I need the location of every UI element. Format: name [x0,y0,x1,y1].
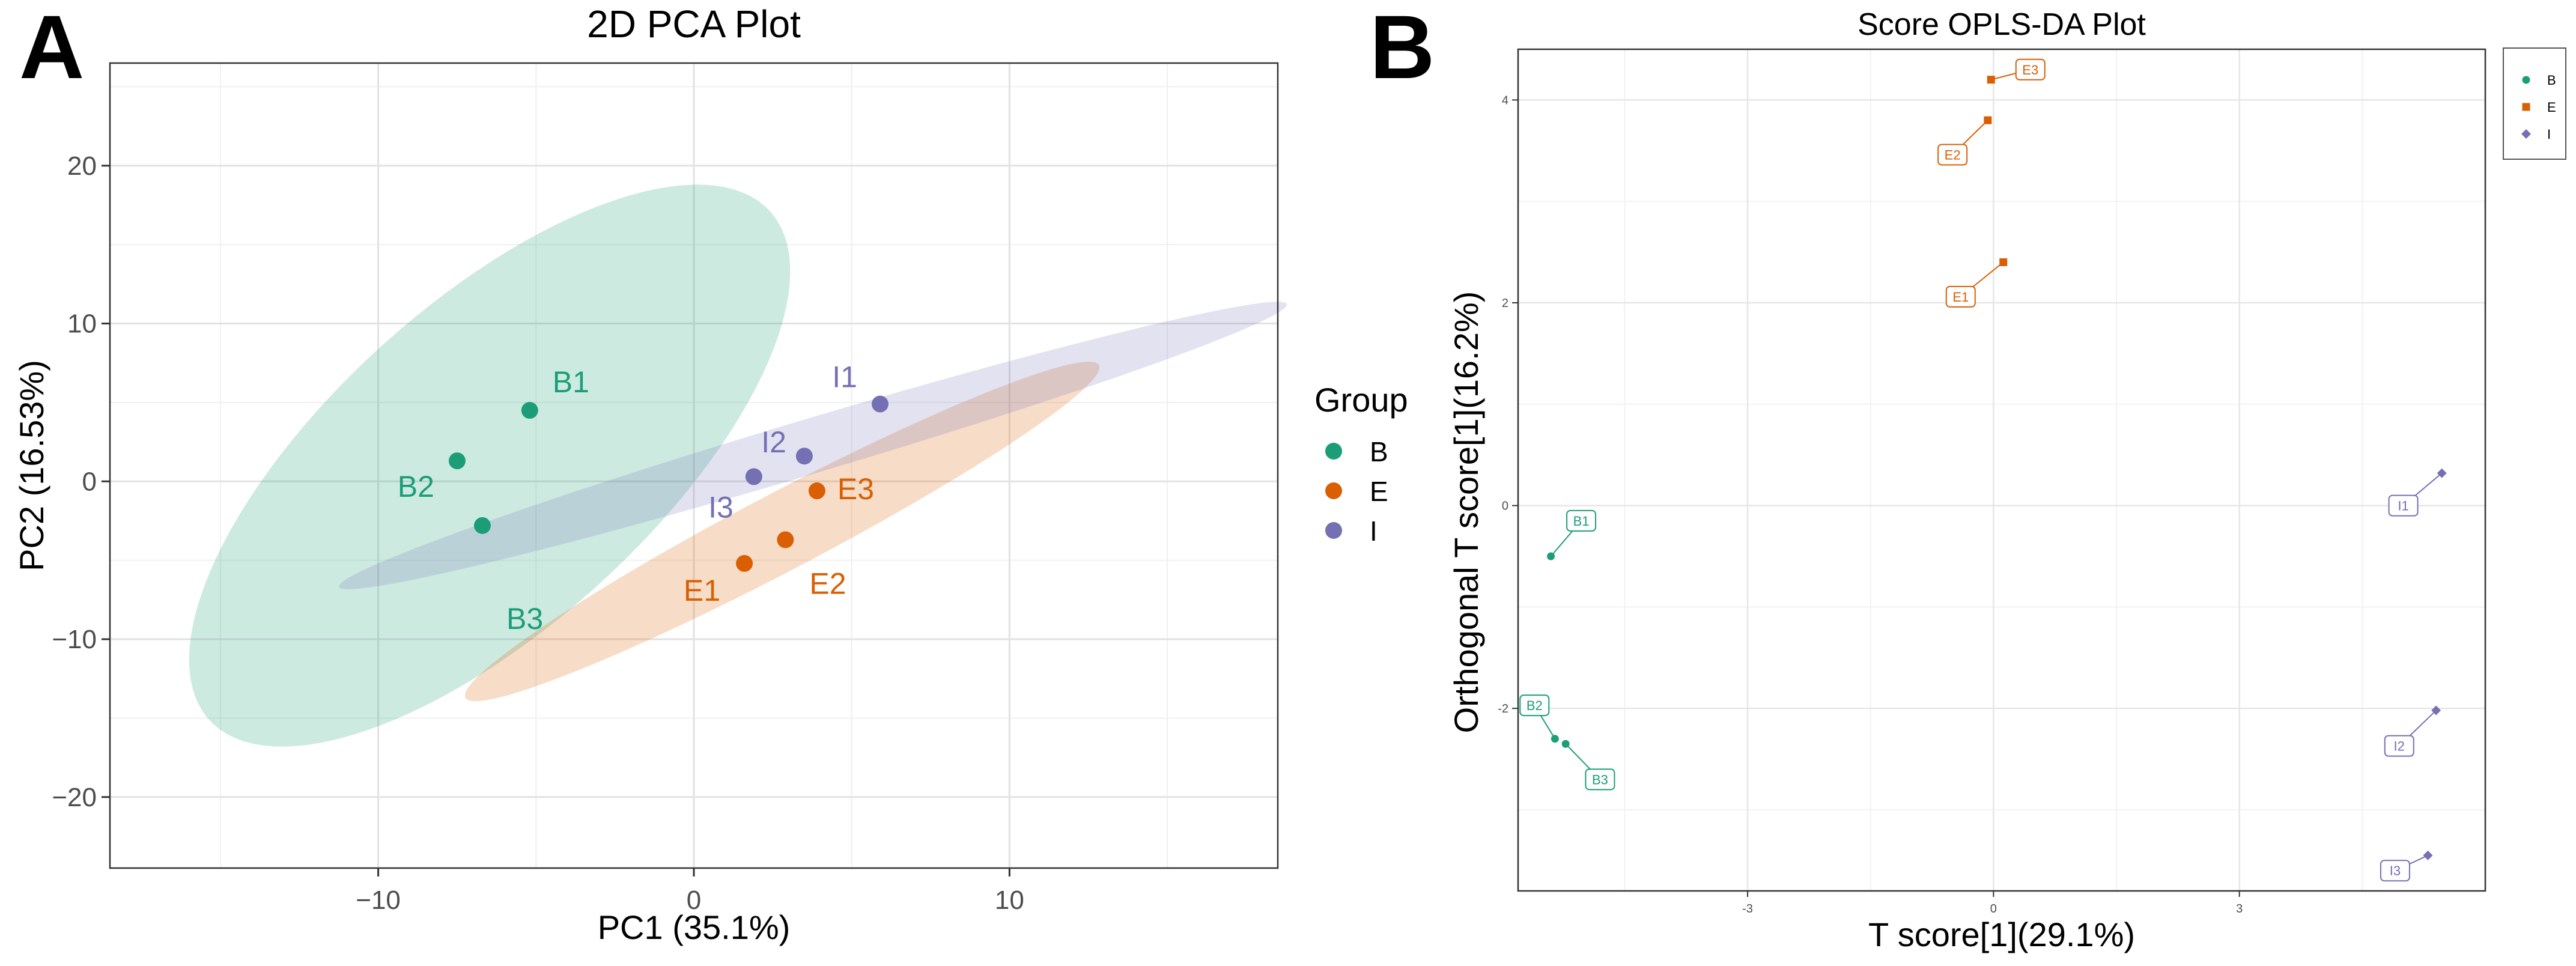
pca-y-tick-label: −10 [52,625,97,654]
opls-x-axis-label: T score[1](29.1%) [1868,916,2135,953]
pca-title: 2D PCA Plot [587,2,801,46]
pca-y-tick-label: 10 [67,309,97,339]
pca-x-tick-label: −10 [356,886,401,915]
pca-point-b3 [473,517,491,534]
opls-point-e3 [1987,76,1995,84]
pca-legend-label-i: I [1370,515,1378,547]
pca-point-e1 [736,554,753,572]
opls-x-tick-label: 3 [2236,902,2243,916]
opls-point-label-b1: B1 [1573,514,1590,529]
opls-label-box-e2 [1937,144,1968,166]
opls-point-label-e3: E3 [2022,62,2038,77]
pca-legend-key-e [1325,482,1342,499]
opls-label-box-b3 [1585,768,1615,791]
confidence-ellipse-i [338,302,1287,589]
opls-label-box-i2 [2384,735,2414,757]
opls-legend-label-i: I [2547,127,2551,142]
pca-x-tick-label: 10 [995,886,1024,915]
pca-point-label-b2: B2 [398,470,434,503]
opls-point-label-b2: B2 [1526,698,1543,713]
opls-point-b3 [1561,740,1570,748]
pca-point-label-e2: E2 [809,567,846,600]
confidence-ellipse-b [189,184,791,747]
opls-point-label-e2: E2 [1945,148,1961,163]
pca-point-i2 [795,448,813,465]
pca-y-axis-label: PC2 (16.53%) [13,360,50,571]
opls-y-tick-label: 2 [1502,297,1508,310]
pca-point-e3 [808,482,825,500]
confidence-ellipse-e [465,362,1100,702]
opls-point-label-i3: I3 [2390,863,2401,878]
pca-legend-title: Group [1314,381,1408,419]
opls-point-label-i2: I2 [2394,739,2405,754]
pca-point-label-b3: B3 [506,602,543,636]
pca-plot: B1 B2 B3 E1 E2 E3 I1 I2 I3 −10 0 10 −20 −10 0 10 20 2D PC… [13,2,1408,946]
opls-point-label-b3: B3 [1592,772,1608,787]
opls-plot-border [1517,48,2486,892]
opls-point-i3 [2423,850,2433,860]
opls-y-tick-label: -2 [1498,702,1508,715]
opls-title: Score OPLS-DA Plot [1858,7,2146,42]
opls-y-tick-label: 4 [1502,94,1508,107]
opls-label-box-e1 [1945,285,1976,308]
opls-label-box-i1 [2388,494,2419,517]
pca-point-label-i2: I2 [761,425,786,459]
panel-letter-b: B [1370,0,1435,97]
opls-label-box-i3 [2380,860,2410,882]
opls-y-tick-label: 0 [1502,500,1508,513]
opls-point-label-e1: E1 [1952,290,1969,305]
pca-legend-key-b [1325,443,1342,460]
opls-label-box-b1 [1566,509,1597,532]
opls-point-label-i1: I1 [2398,499,2408,514]
pca-point-label-b1: B1 [553,365,589,399]
opls-point-e1 [1999,258,2008,266]
pca-point-label-e1: E1 [684,574,720,607]
opls-point-i1 [2437,468,2447,478]
pca-y-tick-label: 20 [67,151,97,181]
opls-label-box-e3 [2015,58,2046,80]
pca-x-axis-label: PC1 (35.1%) [598,908,791,946]
opls-legend-key-e [2522,103,2530,111]
pca-point-i3 [745,468,762,485]
pca-point-label-i1: I1 [832,360,857,394]
pca-legend-label-b: B [1370,436,1388,467]
opls-point-i2 [2431,705,2441,715]
opls-point-b1 [1547,552,1555,560]
pca-point-i1 [871,395,889,413]
opls-legend-label-b: B [2547,73,2556,88]
opls-legend-box [2503,47,2566,160]
opls-y-axis-label: Orthogonal T score[1](16.2%) [1447,291,1485,734]
opls-plot-area [1518,49,2485,891]
opls-point-e2 [1984,116,1992,124]
pca-legend-label-e: E [1370,476,1388,507]
opls-legend-key-i [2521,129,2531,139]
pca-y-tick-label: 0 [82,467,97,496]
pca-x-tick-label: 0 [687,886,701,915]
pca-point-label-i3: I3 [708,490,734,524]
pca-point-e2 [777,531,794,548]
panel-letter-a: A [19,0,84,97]
opls-point-b2 [1551,735,1559,743]
opls-legend-key-b [2522,76,2530,84]
opls-da-plot: B1 B2 B3 E1 E2 E3 I1 I2 I3 -3 0 3 -2 0 2 4 Score OPLS-DA… [1447,7,2566,953]
pca-legend-key-i [1325,522,1342,539]
pca-point-b1 [521,402,538,419]
opls-legend-label-e: E [2547,100,2556,115]
pca-point-label-e3: E3 [837,472,874,506]
opls-x-tick-label: 0 [1990,902,1997,916]
opls-x-tick-label: -3 [1742,902,1753,916]
opls-label-box-b2 [1519,694,1550,717]
pca-y-tick-label: −20 [52,783,97,812]
pca-point-b2 [448,452,466,470]
